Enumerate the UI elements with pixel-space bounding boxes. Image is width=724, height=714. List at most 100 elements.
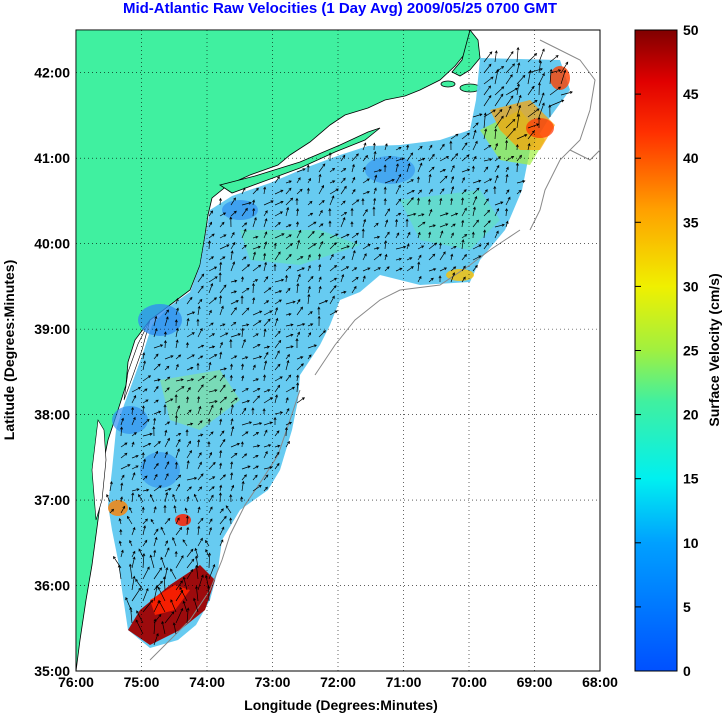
velocity-arrow bbox=[142, 552, 146, 569]
velocity-arrow bbox=[120, 496, 124, 503]
velocity-arrow bbox=[274, 307, 279, 316]
velocity-arrow bbox=[428, 153, 435, 162]
velocity-arrow bbox=[197, 305, 201, 316]
velocity-arrow bbox=[494, 164, 500, 173]
velocity-arrow bbox=[384, 266, 390, 272]
velocity-arrow bbox=[219, 418, 223, 426]
velocity-arrow bbox=[274, 176, 280, 184]
velocity-arrow bbox=[164, 387, 170, 393]
velocity-arrow bbox=[384, 253, 388, 261]
velocity-arrow bbox=[417, 245, 425, 250]
velocity-arrow bbox=[494, 50, 498, 63]
velocity-arrow bbox=[471, 165, 475, 173]
velocity-arrow bbox=[351, 249, 356, 261]
velocity-arrow bbox=[483, 178, 493, 184]
velocity-arrow bbox=[350, 221, 354, 228]
velocity-arrow bbox=[263, 345, 271, 349]
velocity-arrow bbox=[318, 223, 324, 228]
velocity-arrow bbox=[362, 155, 369, 162]
velocity-arrow bbox=[164, 567, 169, 580]
velocity-arrow bbox=[164, 316, 169, 327]
velocity-arrow bbox=[274, 411, 284, 415]
velocity-arrow bbox=[549, 55, 559, 63]
velocity-arrow bbox=[197, 285, 204, 294]
velocity-arrow bbox=[483, 51, 493, 63]
velocity-arrow bbox=[328, 208, 332, 217]
velocity-arrow bbox=[175, 474, 182, 481]
velocity-arrow bbox=[219, 374, 225, 382]
velocity-arrow bbox=[218, 197, 222, 206]
velocity-arrow bbox=[262, 408, 266, 415]
velocity-arrow bbox=[351, 188, 356, 195]
velocity-arrow bbox=[483, 63, 492, 74]
velocity-arrow bbox=[428, 268, 437, 272]
velocity-arrow bbox=[241, 399, 251, 404]
velocity-arrow bbox=[263, 218, 268, 228]
velocity-arrow bbox=[251, 282, 255, 294]
velocity-arrow bbox=[219, 323, 226, 327]
velocity-arrow bbox=[395, 218, 399, 228]
velocity-arrow bbox=[516, 154, 522, 162]
velocity-arrow bbox=[175, 438, 181, 448]
velocity-arrow bbox=[494, 128, 498, 140]
velocity-arrow bbox=[493, 185, 497, 195]
velocity-arrow bbox=[461, 276, 466, 283]
velocity-arrow bbox=[461, 239, 465, 250]
velocity-arrow bbox=[241, 363, 245, 371]
velocity-arrow bbox=[153, 473, 158, 481]
velocity-arrow bbox=[241, 407, 247, 415]
velocity-arrow bbox=[153, 618, 157, 635]
velocity-arrow bbox=[373, 222, 379, 228]
velocity-arrow bbox=[296, 331, 300, 338]
velocity-arrow bbox=[208, 276, 218, 283]
velocity-arrows bbox=[106, 46, 573, 646]
velocity-arrow bbox=[173, 505, 177, 514]
velocity-arrow bbox=[395, 267, 403, 272]
velocity-arrow bbox=[208, 210, 214, 217]
velocity-arrow bbox=[241, 187, 246, 195]
velocity-arrow bbox=[318, 163, 326, 173]
velocity-arrow bbox=[252, 199, 256, 206]
velocity-arrow bbox=[516, 46, 520, 63]
colorbar-tick-label: 5 bbox=[683, 599, 691, 615]
velocity-arrow bbox=[164, 473, 169, 481]
velocity-arrow bbox=[142, 375, 152, 382]
velocity-arrow bbox=[208, 431, 214, 437]
velocity-arrow bbox=[406, 266, 414, 272]
velocity-arrow bbox=[483, 76, 494, 85]
velocity-arrow bbox=[295, 337, 299, 349]
velocity-arrow bbox=[229, 517, 233, 525]
velocity-arrow bbox=[472, 187, 480, 195]
velocity-arrow bbox=[196, 318, 200, 327]
velocity-arrow bbox=[472, 179, 482, 184]
velocity-arrow bbox=[175, 607, 184, 624]
velocity-arrow bbox=[174, 414, 178, 426]
velocity-arrow bbox=[207, 240, 211, 250]
velocity-arrow bbox=[263, 310, 273, 316]
velocity-arrow bbox=[549, 86, 562, 96]
velocity-arrow bbox=[428, 144, 433, 151]
velocity-arrow bbox=[405, 218, 409, 228]
velocity-arrow bbox=[340, 168, 347, 173]
velocity-arrow bbox=[439, 197, 443, 206]
velocity-arrow bbox=[164, 461, 170, 470]
velocity-arrow bbox=[118, 518, 122, 525]
velocity-arrow bbox=[406, 257, 413, 261]
velocity-arrow bbox=[153, 580, 163, 591]
velocity-arrow bbox=[230, 472, 234, 481]
velocity-arrow bbox=[252, 320, 262, 327]
velocity-arrow bbox=[416, 176, 420, 184]
velocity-arrow bbox=[340, 154, 346, 162]
velocity-arrow bbox=[351, 240, 358, 250]
velocity-arrow bbox=[307, 254, 311, 261]
velocity-arrow bbox=[296, 363, 304, 371]
velocity-arrow bbox=[296, 188, 303, 195]
velocity-arrow bbox=[340, 200, 346, 206]
velocity-arrow bbox=[318, 253, 322, 261]
velocity-arrow bbox=[230, 418, 234, 426]
velocity-arrow bbox=[461, 142, 468, 151]
velocity-arrow bbox=[373, 235, 381, 239]
velocity-arrow bbox=[219, 396, 228, 404]
velocity-arrow bbox=[296, 273, 301, 283]
velocity-arrow bbox=[274, 394, 278, 404]
